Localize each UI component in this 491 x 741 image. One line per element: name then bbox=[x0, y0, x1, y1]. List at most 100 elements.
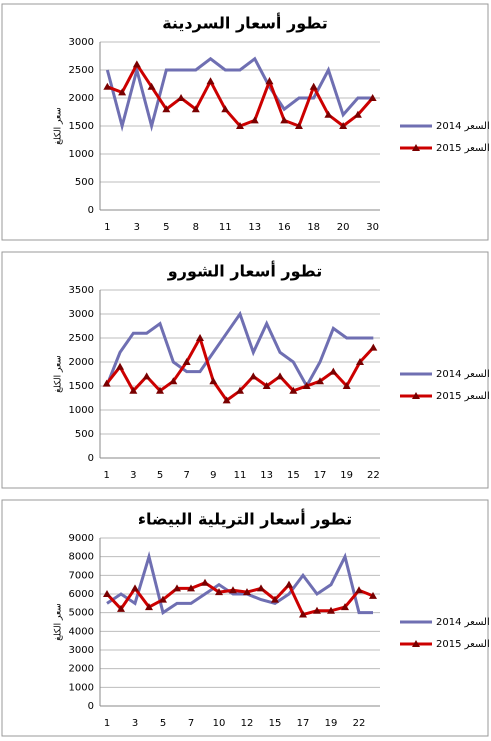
y-tick-label: 3000 bbox=[69, 309, 94, 320]
x-tick-label: 5 bbox=[157, 470, 163, 481]
data-point bbox=[129, 386, 138, 394]
data-point bbox=[177, 94, 186, 101]
series-line bbox=[106, 551, 373, 616]
data-point bbox=[324, 110, 333, 118]
chart-title: تطور أسعار السردينة bbox=[162, 13, 328, 33]
chart: تطور أسعار الشورو 0 500 1000 1500 2000 2500 300… bbox=[1, 251, 490, 489]
x-tick-label: 13 bbox=[260, 470, 273, 481]
data-point bbox=[159, 595, 167, 603]
data-point bbox=[285, 580, 293, 588]
series-line bbox=[105, 310, 374, 390]
data-point bbox=[309, 82, 318, 90]
data-point bbox=[271, 595, 279, 603]
data-point bbox=[196, 334, 204, 341]
data-point bbox=[341, 603, 349, 611]
data-point bbox=[222, 396, 231, 404]
chart: تطور أسعار السردينة 0 500 1000 1500 2000 2500 3… bbox=[1, 3, 490, 241]
data-point bbox=[265, 77, 274, 85]
data-point bbox=[145, 603, 153, 611]
data-point bbox=[262, 382, 271, 389]
x-tick-label: 17 bbox=[297, 718, 310, 729]
x-tick-label: 8 bbox=[193, 222, 199, 233]
legend-label: السعر 2014 bbox=[436, 617, 490, 628]
data-point bbox=[257, 584, 265, 592]
data-point bbox=[329, 367, 338, 375]
data-point bbox=[173, 584, 181, 592]
x-tick-label: 22 bbox=[353, 718, 366, 729]
legend-marker bbox=[412, 144, 420, 151]
data-point bbox=[299, 610, 307, 618]
x-tick-label: 11 bbox=[219, 222, 232, 233]
data-point bbox=[169, 377, 178, 385]
x-tick-label: 1 bbox=[103, 470, 109, 481]
x-tick-label: 9 bbox=[210, 470, 216, 481]
x-tick-label: 15 bbox=[269, 718, 282, 729]
x-tick-label: 13 bbox=[248, 222, 261, 233]
data-point bbox=[236, 122, 244, 129]
x-tick-label: 16 bbox=[278, 222, 291, 233]
x-tick-label: 3 bbox=[134, 222, 140, 233]
y-tick-label: 1500 bbox=[69, 381, 94, 392]
x-tick-label: 22 bbox=[367, 470, 380, 481]
data-point bbox=[187, 584, 195, 592]
data-point bbox=[236, 386, 244, 394]
chart-frame bbox=[1, 499, 489, 737]
x-tick-label: 19 bbox=[340, 470, 353, 481]
data-point bbox=[116, 362, 124, 370]
y-tick-label: 3500 bbox=[69, 285, 94, 296]
data-point bbox=[191, 105, 200, 113]
legend-label: السعر 2014 bbox=[436, 121, 490, 132]
x-tick-label: 12 bbox=[241, 718, 254, 729]
legend-label: السعر 2015 bbox=[436, 639, 490, 650]
x-tick-label: 10 bbox=[213, 718, 226, 729]
x-tick-label: 17 bbox=[314, 470, 327, 481]
chart-title: تطور أسعار الشورو bbox=[167, 261, 322, 281]
chart: تطور أسعار التريلية البيضاء 0 1000 2000 3000… bbox=[1, 499, 490, 737]
x-tick-label: 1 bbox=[104, 222, 110, 233]
y-tick-label: 3000 bbox=[69, 37, 94, 48]
y-tick-label: 500 bbox=[75, 177, 94, 188]
data-point bbox=[289, 386, 298, 394]
data-point bbox=[162, 105, 171, 113]
x-tick-label: 5 bbox=[163, 222, 169, 233]
legend-marker bbox=[412, 640, 420, 647]
y-tick-label: 5000 bbox=[69, 608, 94, 619]
chart-title: تطور أسعار التريلية البيضاء bbox=[138, 509, 352, 529]
x-tick-label: 18 bbox=[307, 222, 320, 233]
data-point bbox=[369, 591, 377, 599]
data-point bbox=[250, 116, 259, 124]
y-tick-label: 9000 bbox=[69, 533, 94, 544]
y-tick-label: 0 bbox=[88, 701, 94, 712]
y-tick-label: 2000 bbox=[69, 93, 94, 104]
data-point bbox=[339, 122, 348, 129]
data-point bbox=[147, 82, 156, 90]
data-point bbox=[243, 588, 251, 596]
x-tick-label: 1 bbox=[104, 718, 110, 729]
data-point bbox=[276, 372, 284, 380]
y-tick-label: 2500 bbox=[69, 333, 94, 344]
x-tick-label: 11 bbox=[234, 470, 247, 481]
data-point bbox=[249, 372, 258, 380]
x-tick-label: 15 bbox=[287, 470, 300, 481]
legend-label: السعر 2014 bbox=[436, 369, 490, 380]
y-tick-label: 1500 bbox=[69, 121, 94, 132]
data-point bbox=[356, 358, 364, 365]
y-axis-label: سعر الكلغ bbox=[54, 603, 64, 641]
data-point bbox=[132, 60, 141, 68]
y-tick-label: 4000 bbox=[69, 626, 94, 637]
data-point bbox=[294, 122, 303, 129]
y-tick-label: 2000 bbox=[69, 664, 94, 675]
data-point bbox=[355, 586, 363, 594]
data-point bbox=[206, 77, 215, 85]
data-point bbox=[302, 382, 311, 389]
legend-label: السعر 2015 bbox=[436, 391, 490, 402]
data-point bbox=[156, 386, 164, 394]
data-point bbox=[215, 588, 223, 596]
x-tick-label: 7 bbox=[183, 470, 189, 481]
y-tick-label: 1000 bbox=[69, 149, 94, 160]
x-tick-label: 30 bbox=[366, 222, 379, 233]
data-point bbox=[280, 116, 289, 124]
data-point bbox=[182, 358, 191, 365]
data-point bbox=[201, 578, 209, 586]
y-tick-label: 0 bbox=[88, 205, 94, 216]
